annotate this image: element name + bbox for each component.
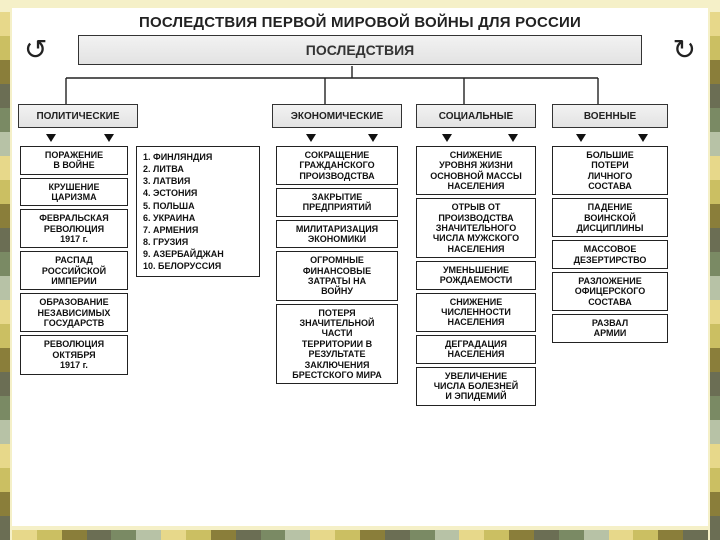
political-item-2: ФЕВРАЛЬСКАЯ РЕВОЛЮЦИЯ 1917 г.	[20, 209, 128, 248]
category-row: ПОЛИТИЧЕСКИЕ ЭКОНОМИЧЕСКИЕ СОЦИАЛЬНЫЕ ВОЕНН…	[18, 104, 702, 132]
content-panel: ПОСЛЕДСТВИЯ ПЕРВОЙ МИРОВОЙ ВОЙНЫ ДЛЯ РОС…	[12, 8, 708, 526]
arrow-down-icon	[576, 134, 586, 142]
root-box: ПОСЛЕДСТВИЯ	[78, 35, 642, 65]
political-item-5: РЕВОЛЮЦИЯ ОКТЯБРЯ 1917 г.	[20, 335, 128, 374]
arrow-down-icon	[306, 134, 316, 142]
political-item-4: ОБРАЗОВАНИЕ НЕЗАВИСИМЫХ ГОСУДАРСТВ	[20, 293, 128, 332]
social-item-1: ОТРЫВ ОТ ПРОИЗВОДСТВА ЗНАЧИТЕЛЬНОГО ЧИСЛ…	[416, 198, 536, 258]
category-military: ВОЕННЫЕ	[552, 104, 668, 128]
economic-item-2: МИЛИТАРИЗАЦИЯ ЭКОНОМИКИ	[276, 220, 398, 249]
column-countries: 1. ФИНЛЯНДИЯ 2. ЛИТВА 3. ЛАТВИЯ 4. ЭСТОН…	[136, 146, 260, 277]
cycle-arrow-left-icon: ↺	[24, 33, 70, 71]
political-item-3: РАСПАД РОССИЙСКОЙ ИМПЕРИИ	[20, 251, 128, 290]
economic-item-3: ОГРОМНЫЕ ФИНАНСОВЫЕ ЗАТРАТЫ НА ВОЙНУ	[276, 251, 398, 300]
social-item-5: УВЕЛИЧЕНИЕ ЧИСЛА БОЛЕЗНЕЙ И ЭПИДЕМИЙ	[416, 367, 536, 406]
category-economic: ЭКОНОМИЧЕСКИЕ	[272, 104, 402, 128]
column-military: БОЛЬШИЕ ПОТЕРИ ЛИЧНОГО СОСТАВАПАДЕНИЕ ВО…	[552, 146, 668, 343]
column-social: СНИЖЕНИЕ УРОВНЯ ЖИЗНИ ОСНОВНОЙ МАССЫ НАС…	[416, 146, 536, 406]
military-item-3: РАЗЛОЖЕНИЕ ОФИЦЕРСКОГО СОСТАВА	[552, 272, 668, 311]
column-economic: СОКРАЩЕНИЕ ГРАЖДАНСКОГО ПРОИЗВОДСТВА ЗАКР…	[276, 146, 398, 384]
page-title: ПОСЛЕДСТВИЯ ПЕРВОЙ МИРОВОЙ ВОЙНЫ ДЛЯ РОС…	[18, 14, 702, 31]
arrow-down-icon	[368, 134, 378, 142]
ribbon-left	[0, 12, 10, 528]
cycle-arrow-right-icon: ↺	[650, 33, 696, 71]
economic-item-0: СОКРАЩЕНИЕ ГРАЖДАНСКОГО ПРОИЗВОДСТВА	[276, 146, 398, 185]
political-item-0: ПОРАЖЕНИЕ В ВОЙНЕ	[20, 146, 128, 175]
military-item-0: БОЛЬШИЕ ПОТЕРИ ЛИЧНОГО СОСТАВА	[552, 146, 668, 195]
category-social: СОЦИАЛЬНЫЕ	[416, 104, 536, 128]
social-item-2: УМЕНЬШЕНИЕ РОЖДАЕМОСТИ	[416, 261, 536, 290]
social-item-4: ДЕГРАДАЦИЯ НАСЕЛЕНИЯ	[416, 335, 536, 364]
root-row: ↺ ПОСЛЕДСТВИЯ ↺	[18, 35, 702, 71]
arrow-down-icon	[508, 134, 518, 142]
economic-item-1: ЗАКРЫТИЕ ПРЕДПРИЯТИЙ	[276, 188, 398, 217]
arrow-down-icon	[638, 134, 648, 142]
military-item-2: МАССОВОЕ ДЕЗЕРТИРСТВО	[552, 240, 668, 269]
arrow-down-icon	[442, 134, 452, 142]
ribbon-right	[710, 12, 720, 528]
social-item-0: СНИЖЕНИЕ УРОВНЯ ЖИЗНИ ОСНОВНОЙ МАССЫ НАС…	[416, 146, 536, 195]
column-political: ПОРАЖЕНИЕ В ВОЙНЕ КРУШЕНИЕ ЦАРИЗМАФЕВРАЛЬ…	[20, 146, 128, 375]
ribbon-bottom	[12, 530, 708, 540]
outer-frame: ПОСЛЕДСТВИЯ ПЕРВОЙ МИРОВОЙ ВОЙНЫ ДЛЯ РОС…	[0, 0, 720, 540]
arrow-down-icon	[46, 134, 56, 142]
military-item-4: РАЗВАЛ АРМИИ	[552, 314, 668, 343]
military-item-1: ПАДЕНИЕ ВОИНСКОЙ ДИСЦИПЛИНЫ	[552, 198, 668, 237]
arrow-down-icon	[104, 134, 114, 142]
social-item-3: СНИЖЕНИЕ ЧИСЛЕННОСТИ НАСЕЛЕНИЯ	[416, 293, 536, 332]
political-item-1: КРУШЕНИЕ ЦАРИЗМА	[20, 178, 128, 207]
economic-item-4: ПОТЕРЯ ЗНАЧИТЕЛЬНОЙ ЧАСТИ ТЕРРИТОРИИ В Р…	[276, 304, 398, 384]
countries-list: 1. ФИНЛЯНДИЯ 2. ЛИТВА 3. ЛАТВИЯ 4. ЭСТОН…	[136, 146, 260, 277]
category-political: ПОЛИТИЧЕСКИЕ	[18, 104, 138, 128]
